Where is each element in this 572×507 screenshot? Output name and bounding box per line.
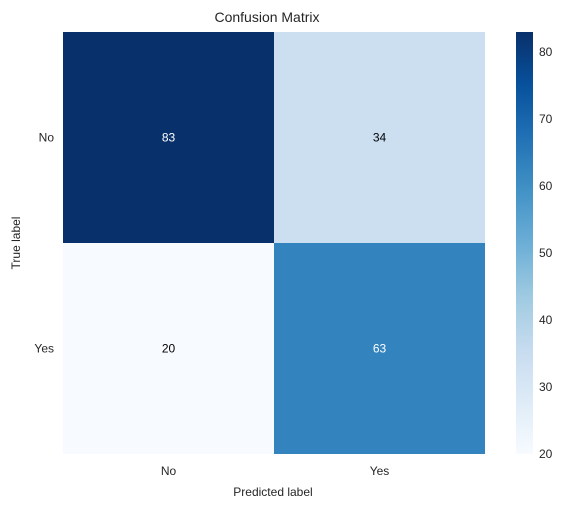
colorbar-tick-label: 40 <box>539 313 553 327</box>
cell-value-label: 20 <box>162 342 176 356</box>
y-axis-ticks: No Yes <box>34 131 54 356</box>
cell-value-label: 63 <box>373 342 387 356</box>
colorbar-tick-label: 70 <box>539 112 553 126</box>
colorbar-tick-label: 60 <box>539 179 553 193</box>
cell-value-label: 34 <box>373 131 387 145</box>
cell-value-label: 83 <box>162 131 176 145</box>
colorbar <box>516 32 533 454</box>
heatmap-cell <box>274 243 485 454</box>
colorbar-tick-label: 30 <box>539 380 553 394</box>
heatmap-cell <box>63 243 274 454</box>
heatmap-cells <box>63 32 485 454</box>
chart-title: Confusion Matrix <box>214 9 319 25</box>
x-tick-label: Yes <box>370 464 390 478</box>
x-tick-label: No <box>161 464 177 478</box>
colorbar-ticks: 20 30 40 50 60 70 80 <box>539 45 553 461</box>
y-tick-label: No <box>39 131 55 145</box>
y-tick-label: Yes <box>34 342 54 356</box>
colorbar-tick-label: 50 <box>539 246 553 260</box>
colorbar-tick-label: 20 <box>539 447 553 461</box>
y-axis-label: True label <box>9 217 23 270</box>
heatmap-cell <box>274 32 485 243</box>
colorbar-tick-label: 80 <box>539 45 553 59</box>
heatmap-cell <box>63 32 274 243</box>
heatmap-cell-labels: 83 34 20 63 <box>162 131 387 356</box>
x-axis-label: Predicted label <box>233 485 312 499</box>
x-axis-ticks: No Yes <box>161 464 389 478</box>
